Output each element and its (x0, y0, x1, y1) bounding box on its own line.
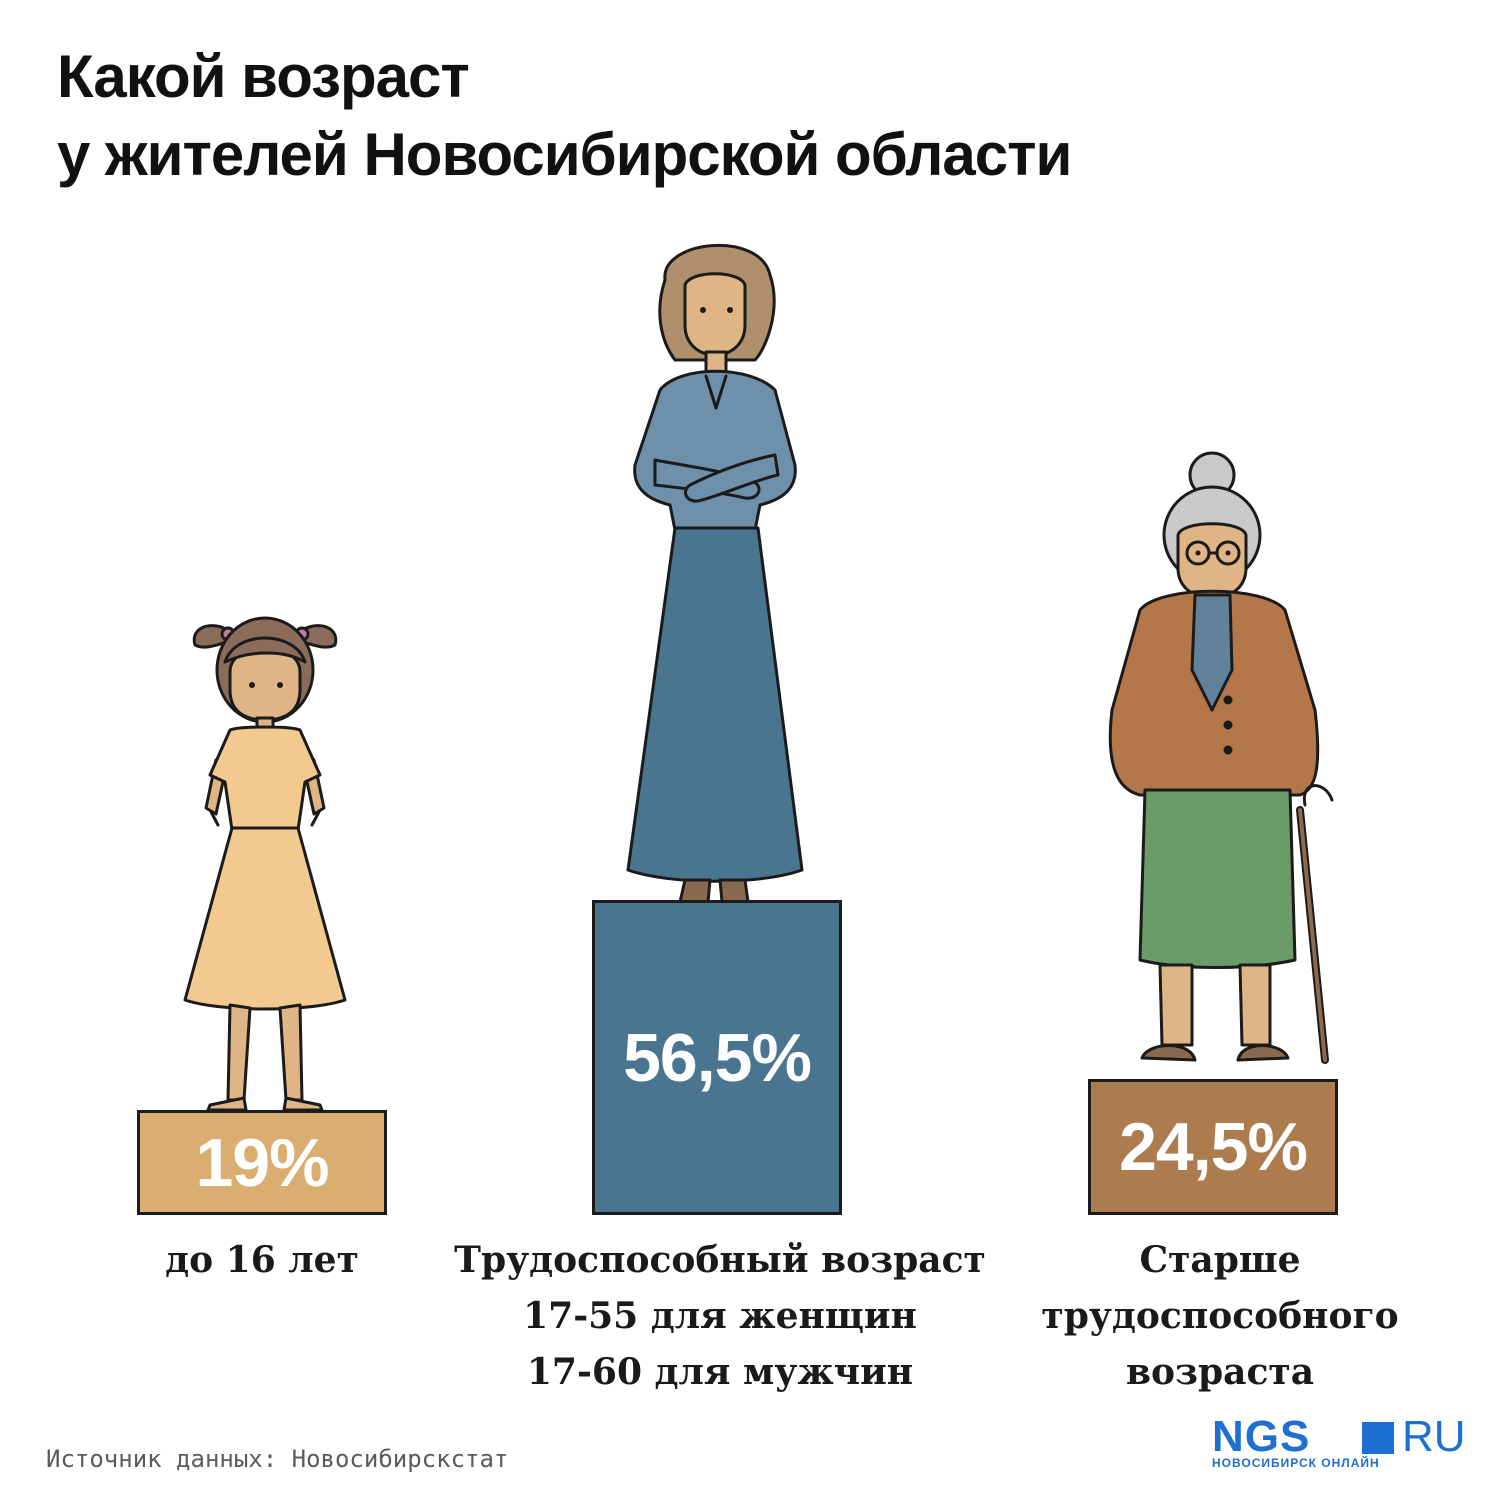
caption-line: до 16 лет (165, 1239, 359, 1281)
bar-working-age: 56,5% (592, 900, 842, 1215)
data-source: Источник данных: Новосибирскстат (46, 1445, 509, 1473)
bar-elderly: 24,5% (1088, 1079, 1338, 1215)
logo-text: NGS (1212, 1412, 1311, 1461)
grandmother-figure (1108, 451, 1334, 1064)
category-label-elderly: Старше трудоспособного возраста (1020, 1232, 1420, 1400)
title-line-1: Какой возраст (57, 43, 470, 110)
logo-square-icon (1362, 1422, 1394, 1454)
caption-line: трудоспособного (1041, 1295, 1399, 1337)
woman-figure (626, 243, 804, 904)
page-title: Какой возраст у жителей Новосибирской об… (57, 38, 1072, 194)
caption-line: Трудоспособный возраст (454, 1239, 986, 1281)
logo-subtitle: НОВОСИБИРСК ОНЛАЙН (1212, 1456, 1380, 1470)
caption-line: 17-60 для мужчин (526, 1351, 914, 1393)
title-line-2: у жителей Новосибирской области (57, 121, 1072, 188)
caption-line: возраста (1125, 1351, 1315, 1393)
girl-figure (183, 616, 347, 1112)
category-label-working-age: Трудоспособный возраст 17-55 для женщин … (430, 1232, 1010, 1400)
value-label-working-age: 56,5% (623, 1019, 812, 1096)
caption-line: Старше (1139, 1239, 1301, 1281)
ngs-logo[interactable]: NGS RU НОВОСИБИРСК ОНЛАЙН (1212, 1412, 1466, 1470)
bar-child: 19% (137, 1110, 387, 1215)
value-label-elderly: 24,5% (1119, 1109, 1308, 1185)
value-label-child: 19% (195, 1124, 329, 1201)
caption-line: 17-55 для женщин (523, 1295, 917, 1337)
logo-tld: RU (1402, 1412, 1466, 1461)
category-label-child: до 16 лет (97, 1232, 427, 1288)
